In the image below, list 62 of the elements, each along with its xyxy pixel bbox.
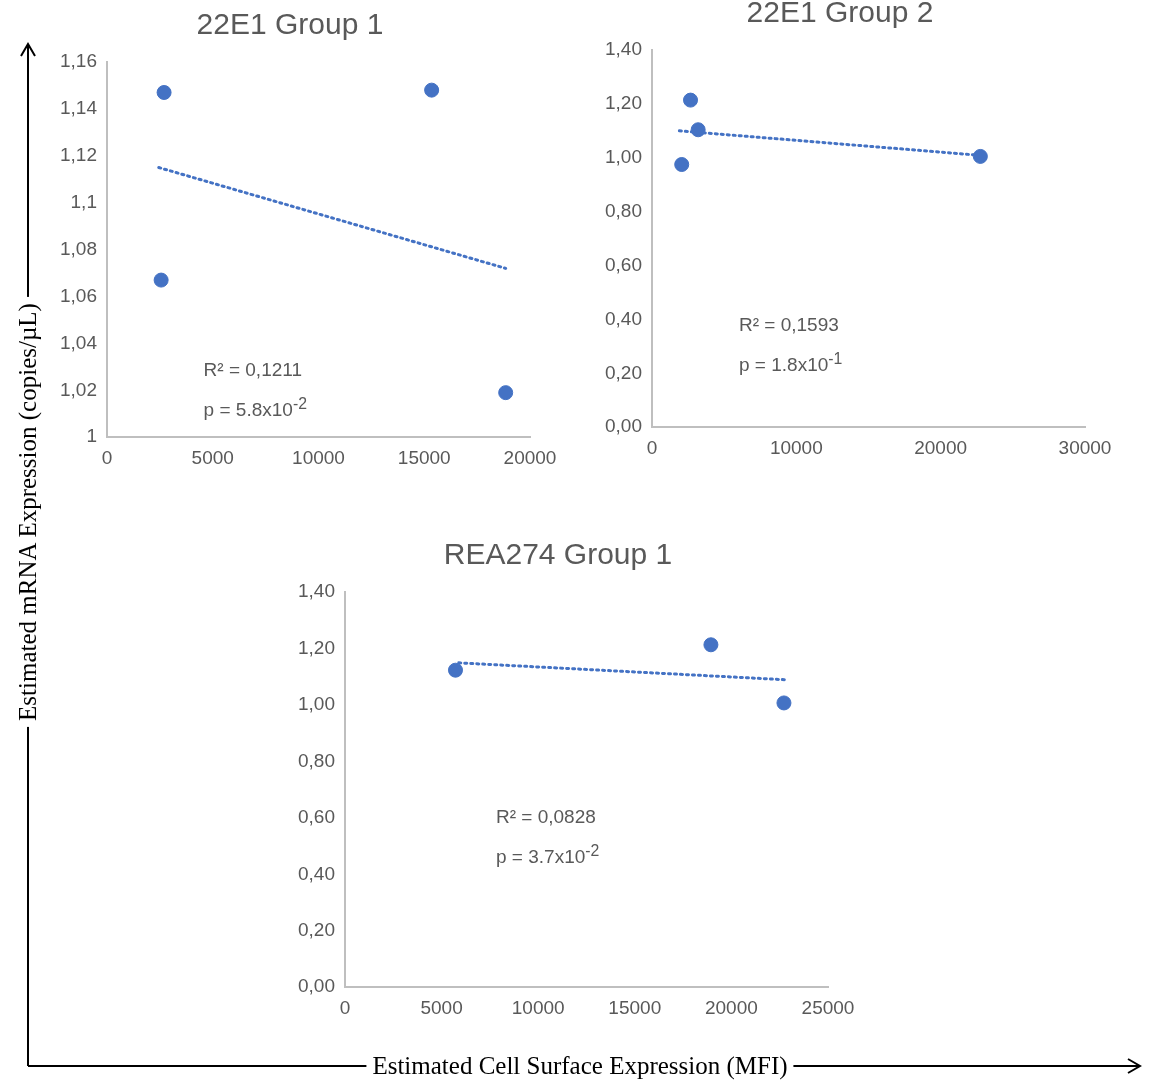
annotation: p = 3.7x10$^{-2}$	[496, 841, 600, 870]
point	[690, 122, 706, 138]
x-tick-label: 0	[339, 996, 351, 1018]
y-axis-title: Estimated mRNA Expression (copies/µL)	[14, 297, 42, 727]
y-tick-label: 1,40	[298, 580, 335, 602]
point	[776, 695, 792, 711]
y-tick-label: 1,00	[298, 693, 335, 715]
annotation: R² = 0,1211	[203, 357, 303, 382]
y-tick-label: 0,00	[298, 975, 335, 997]
chart-title: REA274 Group 1	[443, 537, 673, 571]
x-tick-label: 20000	[704, 996, 758, 1018]
chart-title: 22E1 Group 2	[746, 0, 934, 29]
y-tick-label: 1,02	[60, 378, 97, 400]
x-tick-label: 10000	[292, 446, 345, 468]
x-tick-label: 15000	[397, 446, 451, 468]
y-tick-label: 1	[86, 425, 97, 447]
point	[683, 92, 699, 108]
x-tick-label: 0	[646, 436, 658, 458]
point	[674, 157, 690, 173]
y-tick-label: 1,04	[60, 331, 98, 353]
y-tick-label: 1,40	[605, 38, 642, 60]
x-tick-label: 15000	[608, 996, 662, 1018]
point	[498, 385, 514, 401]
annotation: R² = 0,1593	[739, 312, 840, 337]
y-tick-label: 0,60	[605, 253, 642, 275]
y-tick-label: 0,40	[605, 307, 642, 329]
annotation: R² = 0,0828	[496, 805, 597, 830]
y-tick-label: 1,12	[60, 144, 97, 166]
point	[153, 272, 169, 288]
y-tick-label: 1,00	[605, 146, 642, 168]
y-tick-label: 1,20	[298, 636, 335, 658]
y-tick-label: 1,16	[60, 50, 97, 72]
x-tick-label: 30000	[1058, 436, 1112, 458]
x-tick-label: 25000	[801, 996, 855, 1018]
y-tick-label: 0,80	[298, 749, 335, 771]
annotation: p = 5.8x10$^{-2}$	[203, 393, 307, 423]
y-tick-label: 1,1	[70, 190, 97, 212]
x-tick-label: 10000	[511, 996, 565, 1018]
chart-title: 22E1 Group 1	[196, 7, 384, 41]
y-tick-label: 0,20	[605, 361, 642, 383]
y-tick-label: 0,80	[605, 199, 642, 221]
y-tick-label: 0,40	[298, 862, 335, 884]
y-tick-label: 0,20	[298, 918, 335, 940]
x-tick-label: 20000	[503, 446, 557, 468]
y-tick-label: 1,06	[60, 284, 97, 306]
y-tick-label: 0,00	[605, 415, 642, 437]
x-axis-title: Estimated Cell Surface Expression (MFI)	[366, 1052, 794, 1080]
point	[448, 662, 463, 678]
x-tick-label: 10000	[769, 436, 823, 458]
point	[972, 148, 988, 164]
y-tick-label: 1,20	[605, 92, 642, 114]
point	[703, 637, 719, 653]
x-tick-label: 5000	[420, 996, 463, 1018]
x-tick-label: 0	[101, 446, 113, 468]
point	[424, 82, 440, 98]
x-tick-label: 20000	[914, 436, 968, 458]
annotation: p = 1.8x10$^{-1}$	[739, 348, 843, 378]
y-tick-label: 1,08	[60, 237, 97, 259]
y-tick-label: 1,14	[60, 97, 98, 119]
y-tick-label: 0,60	[298, 806, 335, 828]
x-tick-label: 5000	[191, 446, 234, 468]
point	[156, 84, 172, 100]
